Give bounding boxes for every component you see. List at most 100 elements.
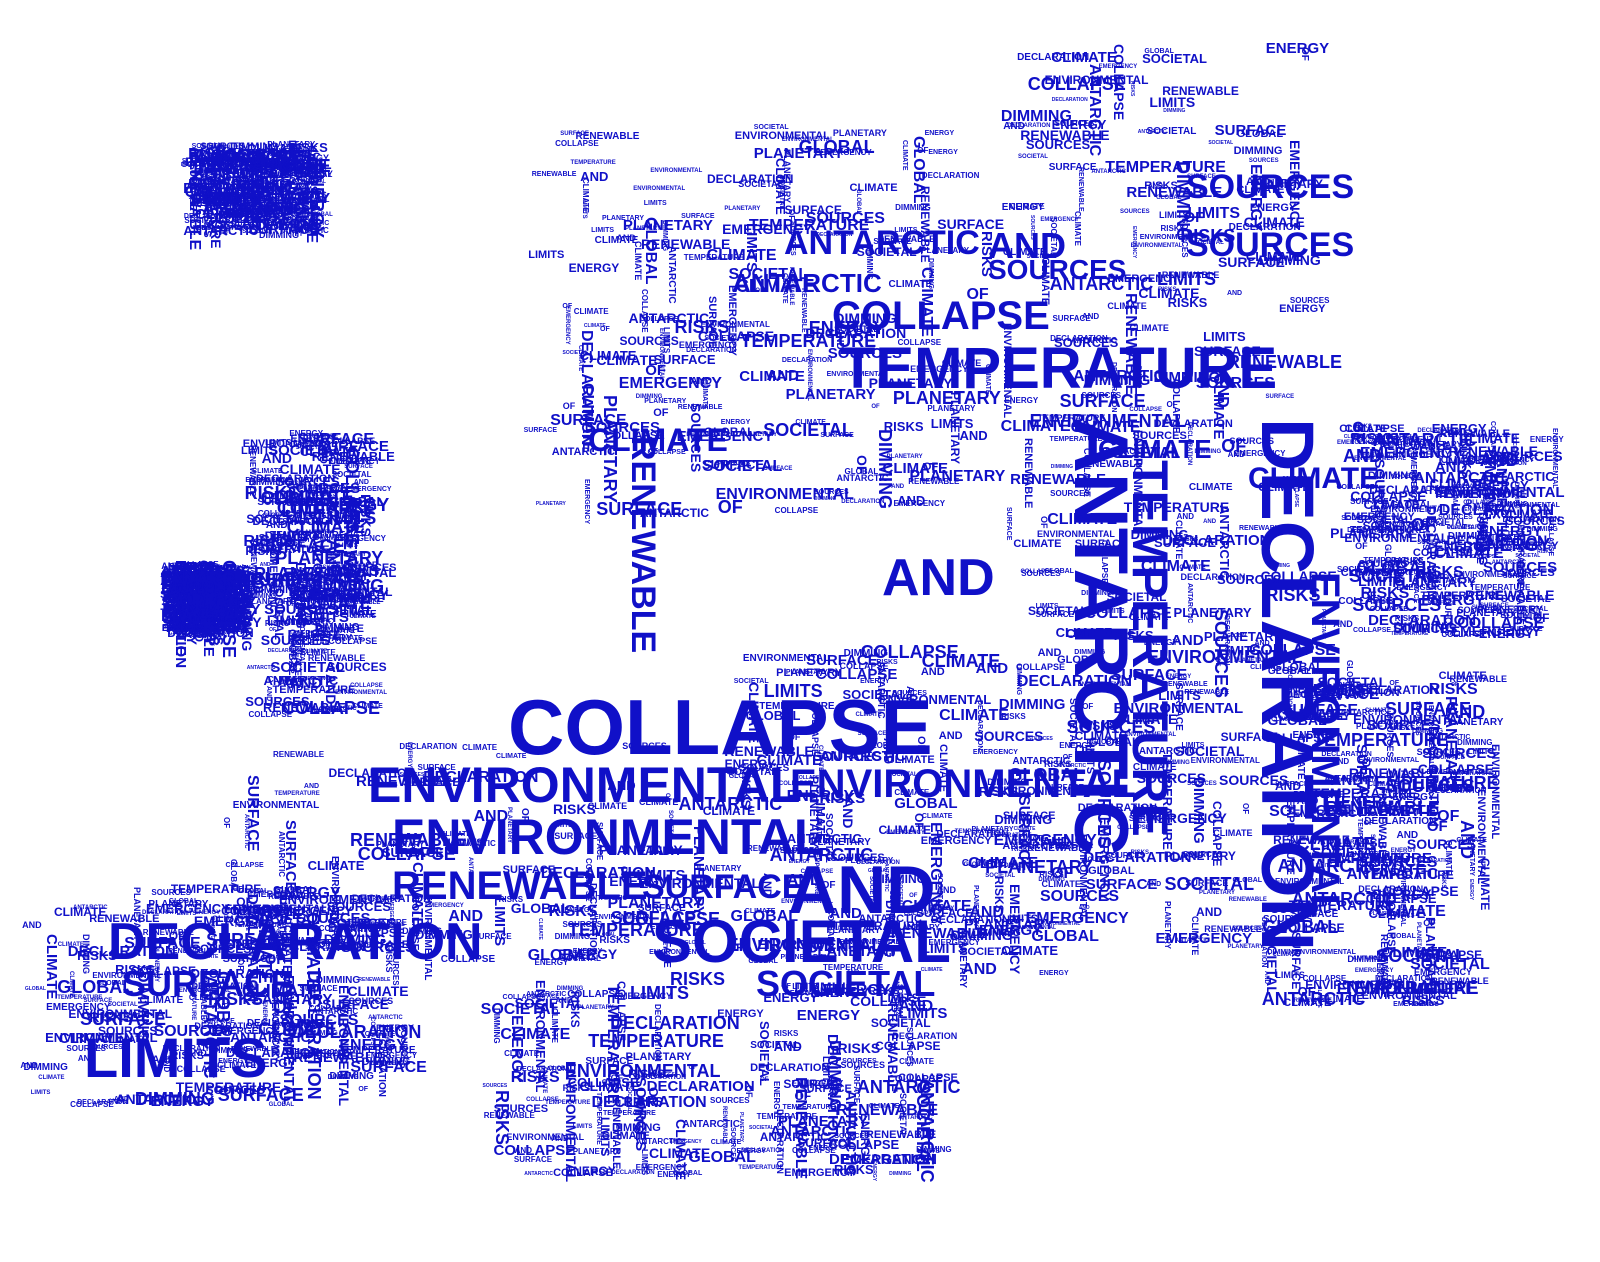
cloud-word: RISKS — [383, 945, 394, 973]
cloud-word: ENERGY — [1246, 163, 1264, 232]
cloud-word: CLIMATE — [1189, 915, 1200, 956]
cloud-word: RENEWABLE — [89, 913, 160, 926]
cloud-word: ANTARCTIC — [1413, 470, 1506, 488]
cloud-word: RENEWABLE — [1358, 453, 1397, 460]
cloud-word: GLOBAL — [672, 1170, 703, 1178]
cloud-word: COLLAPSE — [860, 641, 959, 662]
cloud-word: ENVIRONMENTAL — [826, 370, 888, 378]
cloud-word: OF — [853, 455, 870, 475]
cloud-word: DIMMING — [245, 592, 277, 600]
cloud-word: EMERGENCY — [1393, 1001, 1439, 1009]
cloud-word: DIMMING — [201, 569, 251, 582]
cloud-word: CLIMATE — [1500, 507, 1553, 522]
cloud-word: SOCIETAL — [960, 945, 1015, 958]
cloud-word: ANTARCTIC — [875, 660, 887, 719]
cloud-word: AND — [161, 1055, 171, 1073]
cloud-word: SURFACE — [820, 431, 854, 439]
cloud-word: RENEWABLE — [1228, 897, 1267, 904]
cloud-word: ENERGY — [650, 923, 681, 931]
cloud-word: AND — [113, 1095, 129, 1103]
cloud-word: COLLAPSE — [1084, 604, 1172, 622]
cloud-word: SURFACE — [473, 931, 512, 941]
cloud-word: SOURCES — [193, 577, 243, 589]
cloud-word: ANTARCTIC — [1072, 367, 1166, 385]
cloud-word: CLIMATE — [894, 787, 930, 797]
cloud-word: DIMMING — [1050, 464, 1074, 471]
cloud-word: ENVIRONMENTAL — [282, 179, 326, 186]
cloud-word: SURFACE — [799, 1083, 852, 1096]
cloud-word: CLIMATE — [53, 905, 107, 920]
cloud-word: SURFACE — [402, 775, 461, 790]
cloud-word: COLLAPSE — [1417, 761, 1494, 778]
cloud-word: SURFACE — [1002, 810, 1056, 823]
cloud-word: DECLARATION — [1369, 483, 1456, 498]
cloud-word: SURFACE — [257, 497, 306, 509]
cloud-word: COLLAPSE — [502, 994, 541, 1002]
cloud-word: COLLAPSE — [1129, 406, 1163, 413]
cloud-word: SOCIETAL — [1026, 254, 1057, 261]
cloud-word: PLANETARY — [921, 245, 970, 255]
cloud-word: OF — [1363, 819, 1374, 827]
cloud-word: ENVIRONMENTAL — [232, 799, 320, 811]
cloud-word: CLIMATE — [1073, 210, 1083, 246]
cloud-word: EMERGENCY — [1392, 448, 1451, 459]
cloud-word: ANTARCTIC — [1346, 865, 1439, 883]
cloud-word: SURFACE — [258, 535, 345, 556]
cloud-word: OF — [210, 585, 221, 593]
cloud-word: PLANETARY — [1369, 910, 1400, 917]
cloud-word: ANTARCTIC — [819, 748, 906, 766]
cloud-word: TEMPERATURE — [233, 922, 287, 930]
cloud-word: LIMITS — [917, 1148, 941, 1156]
cloud-word: DIMMING — [204, 190, 267, 207]
cloud-word: ENERGY — [279, 895, 305, 902]
cloud-word: SOURCES — [482, 1082, 508, 1089]
cloud-word: GLOBAL — [730, 908, 799, 926]
cloud-word: SOURCES — [205, 1082, 265, 1097]
cloud-word: CLIMATE — [1098, 434, 1212, 464]
cloud-word: LIMITS — [1181, 741, 1205, 749]
cloud-word: AND — [1386, 978, 1402, 986]
cloud-word: OF — [1038, 516, 1049, 529]
cloud-word: TEMPERATURE — [954, 828, 1001, 835]
cloud-word: RISKS — [1001, 711, 1026, 721]
cloud-word: SOURCES — [1416, 746, 1462, 757]
cloud-word: LIMITS — [170, 612, 201, 623]
cloud-word: GLOBAL — [307, 211, 333, 218]
cloud-word: RENEWABLE — [230, 1045, 276, 1053]
cloud-word: EMERGENCY — [618, 374, 722, 392]
cloud-word: CLIMATE — [1055, 625, 1113, 641]
cloud-word: OF — [1389, 679, 1400, 687]
cloud-word: SURFACE — [279, 198, 309, 205]
cloud-word: TEMPERATURE — [1470, 582, 1531, 592]
cloud-word: SURFACE — [163, 624, 187, 631]
cloud-word: ENVIRONMENTAL — [168, 626, 212, 632]
cloud-word: CLIMATE — [347, 982, 409, 999]
cloud-word: CLIMATE — [1277, 707, 1347, 724]
cloud-word: SURFACE — [226, 208, 280, 221]
cloud-word: CLIMATE — [937, 743, 950, 792]
cloud-word: SURFACE — [238, 181, 297, 196]
cloud-word: AND — [1285, 805, 1296, 812]
cloud-word: SOCIETAL — [1356, 514, 1412, 527]
cloud-word: DIMMING — [170, 576, 251, 597]
cloud-word: COLLAPSE — [190, 602, 229, 610]
cloud-word: LIMITS — [930, 415, 974, 431]
cloud-word: EMERGENCY — [920, 834, 992, 847]
cloud-word: SOCIETAL — [1142, 50, 1207, 66]
cloud-word: DIMMING — [1267, 949, 1299, 957]
cloud-word: RENEWABLE — [1273, 833, 1350, 848]
cloud-word: OF — [221, 816, 231, 828]
cloud-word: AND — [1146, 880, 1162, 888]
cloud-word: ENERGY — [218, 1058, 248, 1066]
cloud-word: CLIMATE — [1366, 802, 1437, 820]
cloud-word: RENEWABLE — [1431, 976, 1489, 987]
cloud-word: DIMMING — [402, 926, 443, 937]
cloud-word: SOURCES — [326, 898, 391, 914]
cloud-word: CLIMATE — [961, 858, 1006, 870]
cloud-word: ENVIRONMENTAL — [368, 757, 801, 813]
cloud-word: SURFACE — [165, 568, 204, 578]
cloud-word: SURFACE — [122, 963, 295, 1004]
cloud-word: OF — [966, 286, 989, 304]
cloud-word: SURFACE — [206, 929, 293, 950]
cloud-word: LIMITS — [792, 981, 819, 991]
